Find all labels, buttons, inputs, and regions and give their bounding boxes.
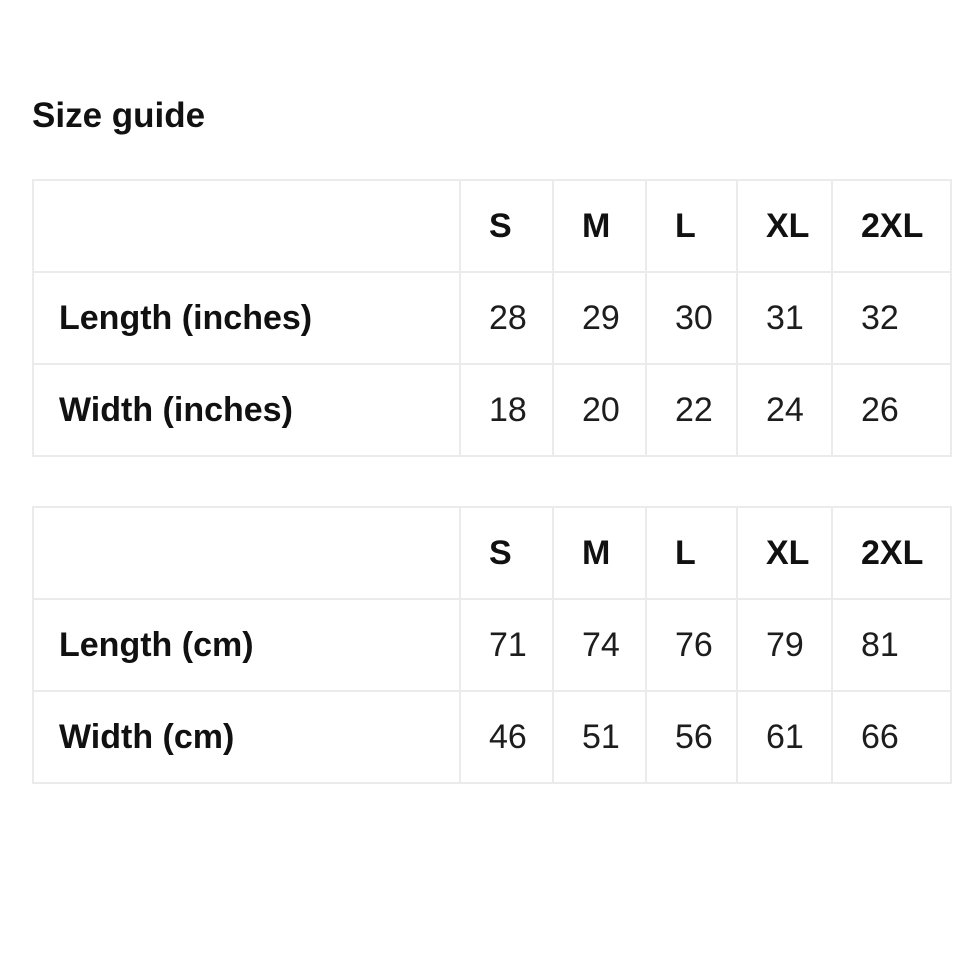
width-inches-m: 20 xyxy=(552,363,647,457)
col-header-xl: XL xyxy=(736,179,833,273)
col-header-2xl: 2XL xyxy=(831,179,952,273)
col-header-m: M xyxy=(552,179,647,273)
row-label-width-cm: Width (cm) xyxy=(32,690,461,784)
size-table-cm: S M L XL 2XL Length (cm) 71 74 76 79 81 … xyxy=(32,506,952,784)
length-cm-2xl: 81 xyxy=(831,598,952,692)
col-header-s: S xyxy=(459,506,554,600)
empty-corner-cell xyxy=(32,506,461,600)
length-inches-row: Length (inches) 28 29 30 31 32 xyxy=(32,271,952,365)
length-inches-m: 29 xyxy=(552,271,647,365)
empty-corner-cell xyxy=(32,179,461,273)
width-inches-xl: 24 xyxy=(736,363,833,457)
length-cm-l: 76 xyxy=(645,598,738,692)
col-header-l: L xyxy=(645,179,738,273)
width-cm-m: 51 xyxy=(552,690,647,784)
size-table-inches: S M L XL 2XL Length (inches) 28 29 30 31… xyxy=(32,179,952,457)
length-inches-l: 30 xyxy=(645,271,738,365)
width-cm-l: 56 xyxy=(645,690,738,784)
row-label-width-inches: Width (inches) xyxy=(32,363,461,457)
width-inches-s: 18 xyxy=(459,363,554,457)
col-header-s: S xyxy=(459,179,554,273)
col-header-m: M xyxy=(552,506,647,600)
width-inches-row: Width (inches) 18 20 22 24 26 xyxy=(32,363,952,457)
length-cm-s: 71 xyxy=(459,598,554,692)
width-cm-2xl: 66 xyxy=(831,690,952,784)
size-table-inches-header-row: S M L XL 2XL xyxy=(32,179,952,273)
row-label-length-cm: Length (cm) xyxy=(32,598,461,692)
row-label-length-inches: Length (inches) xyxy=(32,271,461,365)
width-cm-s: 46 xyxy=(459,690,554,784)
length-inches-xl: 31 xyxy=(736,271,833,365)
length-cm-row: Length (cm) 71 74 76 79 81 xyxy=(32,598,952,692)
width-inches-2xl: 26 xyxy=(831,363,952,457)
length-cm-xl: 79 xyxy=(736,598,833,692)
length-inches-s: 28 xyxy=(459,271,554,365)
width-inches-l: 22 xyxy=(645,363,738,457)
length-cm-m: 74 xyxy=(552,598,647,692)
width-cm-row: Width (cm) 46 51 56 61 66 xyxy=(32,690,952,784)
page-title: Size guide xyxy=(32,96,206,135)
width-cm-xl: 61 xyxy=(736,690,833,784)
size-table-cm-header-row: S M L XL 2XL xyxy=(32,506,952,600)
col-header-l: L xyxy=(645,506,738,600)
col-header-2xl: 2XL xyxy=(831,506,952,600)
length-inches-2xl: 32 xyxy=(831,271,952,365)
col-header-xl: XL xyxy=(736,506,833,600)
